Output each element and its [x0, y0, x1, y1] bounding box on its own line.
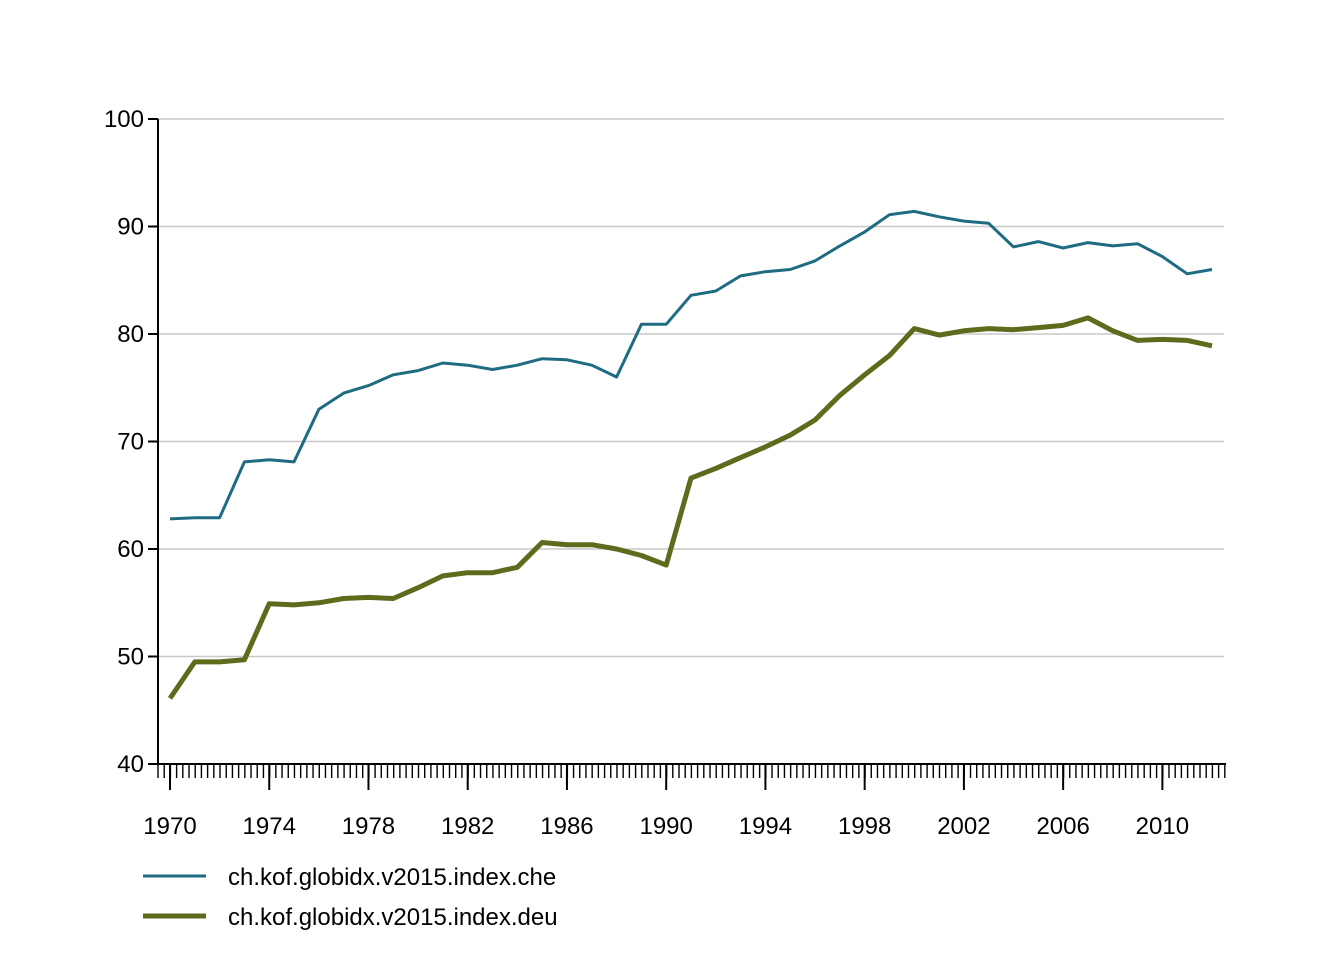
- y-tick-label: 40: [117, 751, 144, 778]
- x-tick-label: 1994: [739, 813, 792, 840]
- y-tick-label: 80: [117, 321, 144, 348]
- y-tick-label: 90: [117, 214, 144, 241]
- x-tick-label: 1970: [143, 813, 196, 840]
- x-tick-label: 1998: [838, 813, 891, 840]
- data-series: [167, 209, 1213, 700]
- legend: ch.kof.globidx.v2015.index.che ch.kof.glo…: [143, 864, 558, 931]
- x-tick-label: 2010: [1136, 813, 1189, 840]
- series-line-1: [169, 209, 1213, 521]
- y-tick-label: 50: [117, 644, 144, 671]
- gridlines: [158, 118, 1224, 658]
- x-tick-label: 1986: [540, 813, 593, 840]
- x-tick-label: 2002: [937, 813, 990, 840]
- y-axis-ticks: 40 50 60 70 80 90 100: [104, 106, 158, 778]
- x-tick-label: 2006: [1036, 813, 1089, 840]
- x-tick-label: 1982: [441, 813, 494, 840]
- y-tick-label: 100: [104, 106, 144, 133]
- legend-label: ch.kof.globidx.v2015.index.che: [228, 864, 556, 891]
- x-tick-label: 1974: [243, 813, 296, 840]
- x-axis-ticks: 1970 1974 1978 1982 1986 1990 1994 1998 2002 2006…: [143, 764, 1226, 840]
- y-tick-label: 70: [117, 429, 144, 456]
- x-tick-label: 1978: [342, 813, 395, 840]
- x-tick-label: 1990: [639, 813, 692, 840]
- series-line-2: [167, 315, 1213, 700]
- legend-label: ch.kof.globidx.v2015.index.deu: [228, 904, 558, 931]
- y-tick-label: 60: [117, 536, 144, 563]
